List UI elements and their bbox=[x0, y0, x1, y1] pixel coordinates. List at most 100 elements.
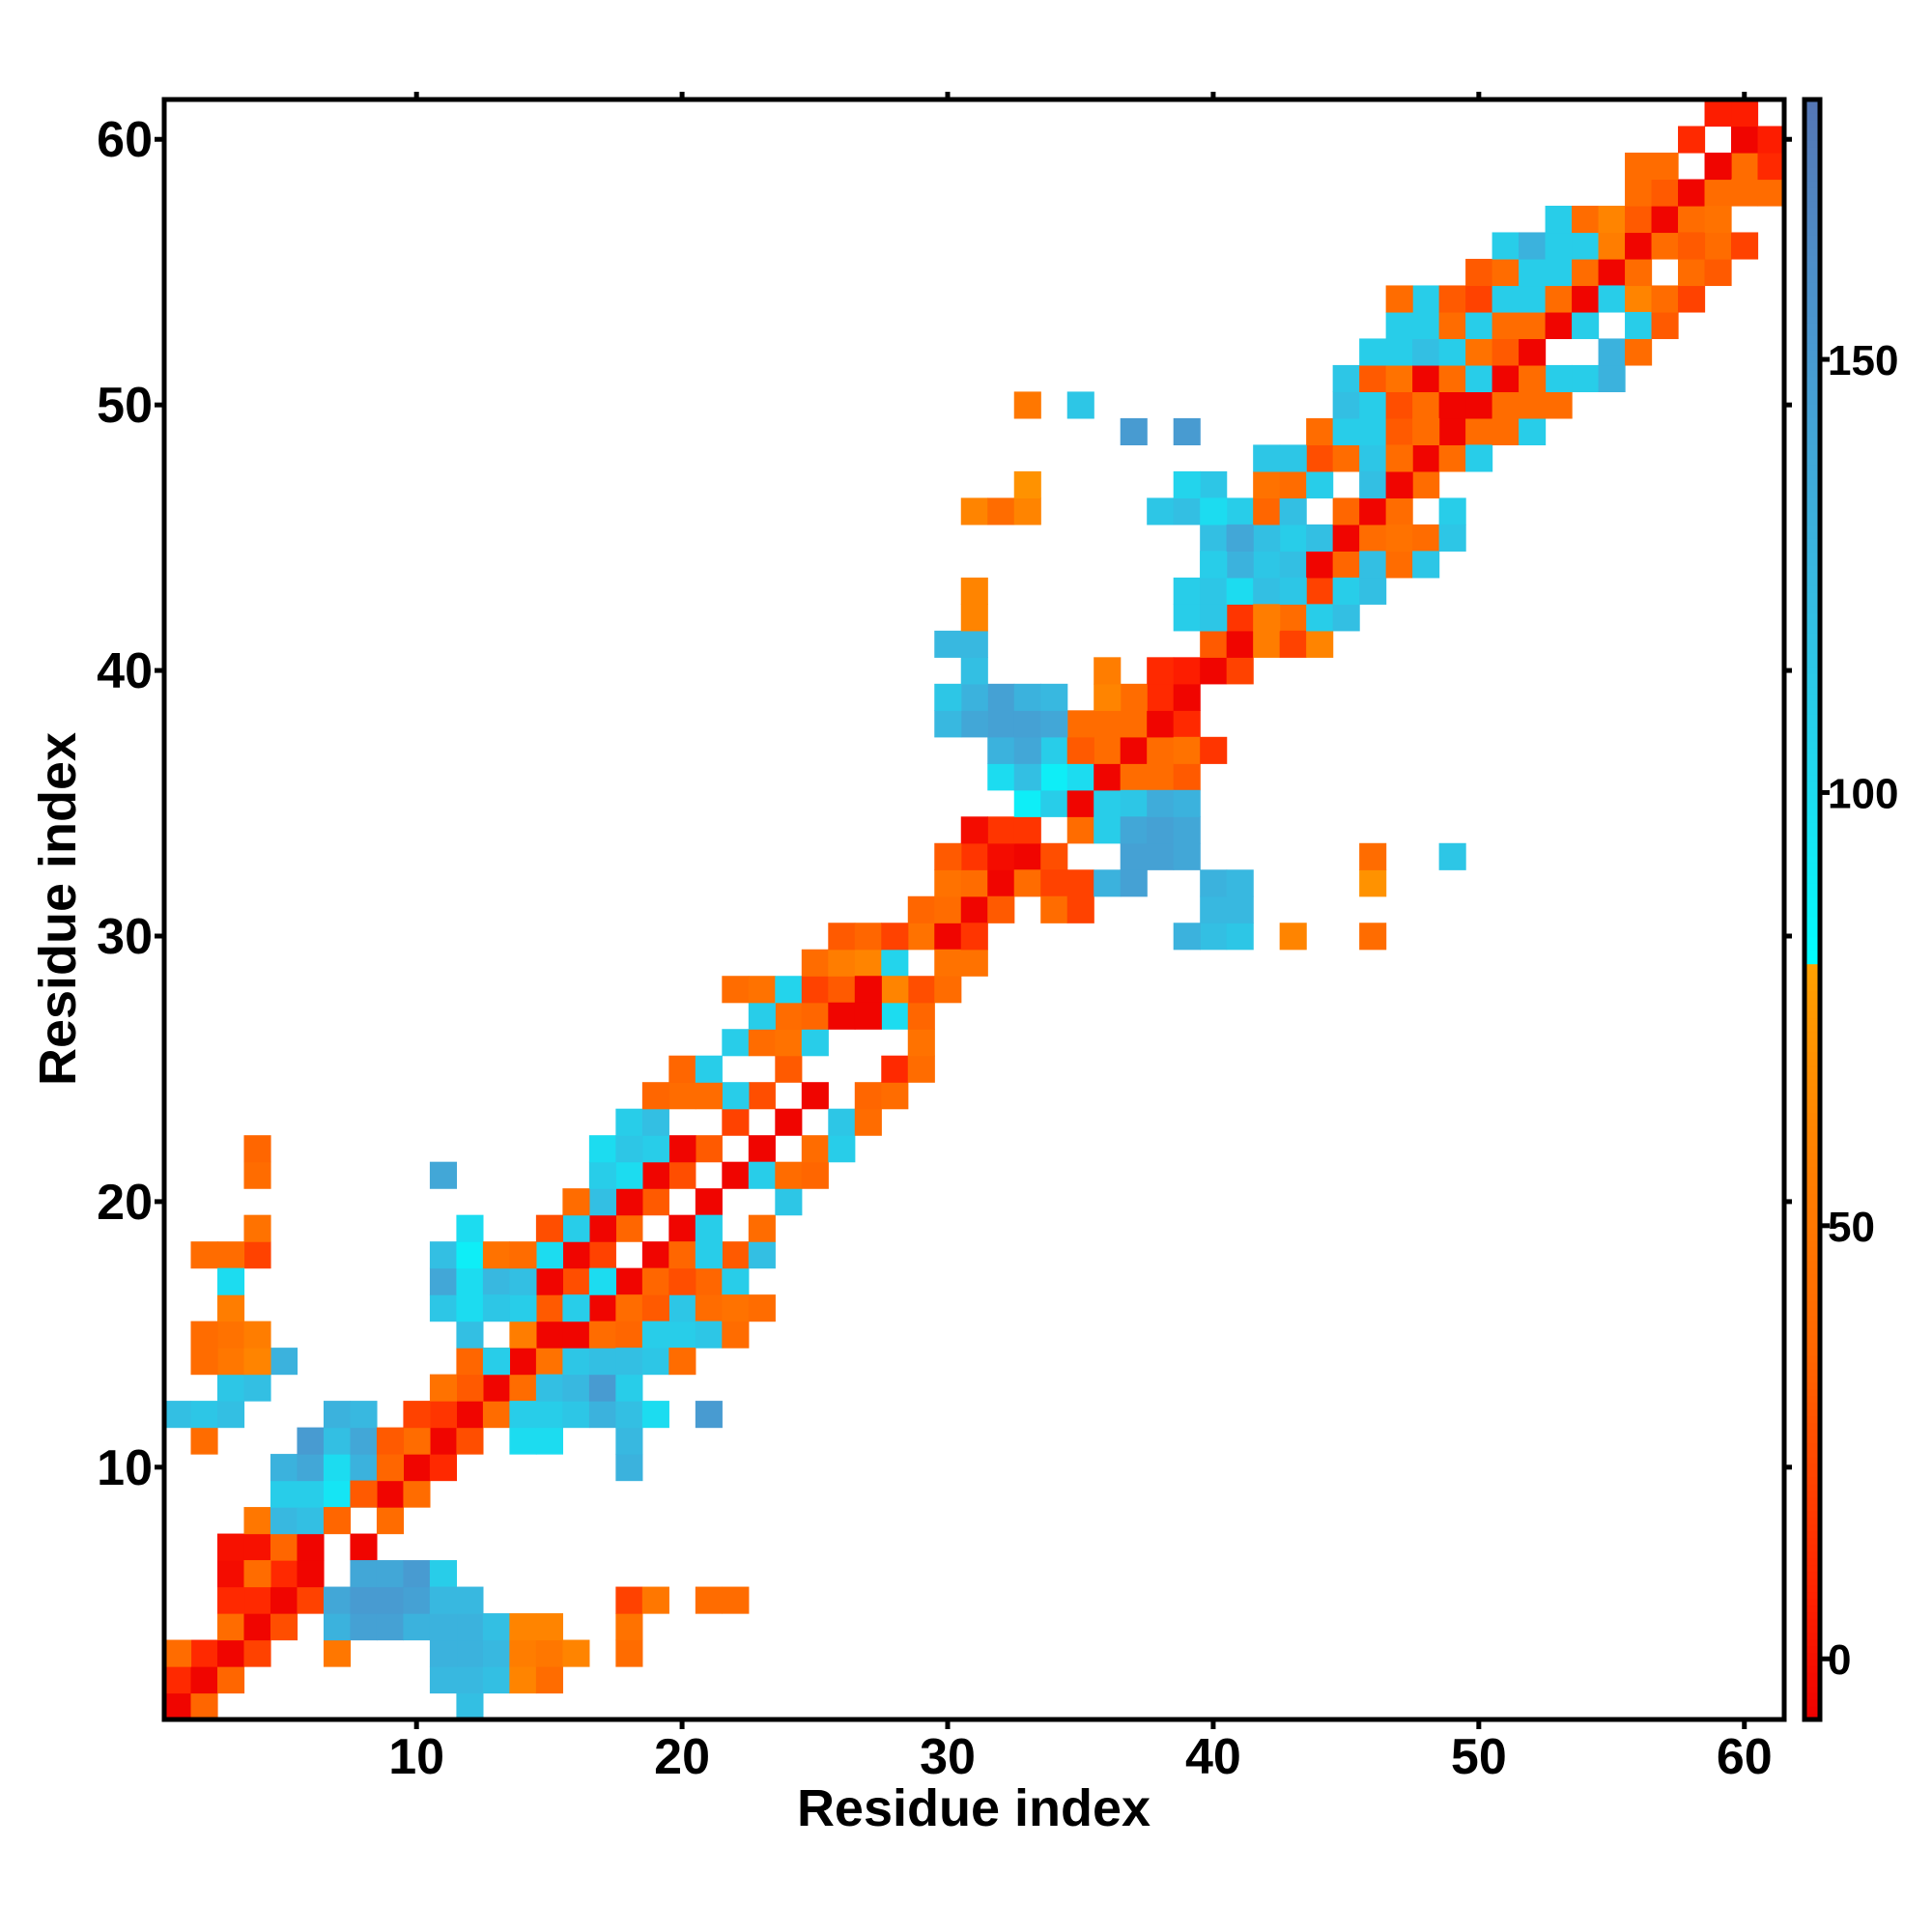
heatmap-cell bbox=[562, 1214, 590, 1242]
colorbar-segment bbox=[1806, 1659, 1818, 1666]
heatmap-cell bbox=[350, 1480, 378, 1508]
heatmap-cell bbox=[828, 949, 856, 977]
colorbar-segment bbox=[1806, 633, 1818, 640]
heatmap-cell bbox=[722, 1161, 750, 1189]
heatmap-cell bbox=[1253, 470, 1281, 498]
heatmap-cell bbox=[482, 1374, 510, 1402]
colorbar-segment bbox=[1806, 1605, 1818, 1612]
heatmap-cell bbox=[1332, 524, 1360, 552]
heatmap-cell bbox=[1519, 311, 1547, 340]
colorbar-segment bbox=[1806, 1233, 1818, 1241]
heatmap-cell bbox=[641, 1401, 669, 1429]
colorbar-segment bbox=[1806, 457, 1818, 466]
heatmap-cell bbox=[881, 923, 909, 951]
heatmap-cell bbox=[1040, 869, 1068, 897]
heatmap-cell bbox=[403, 1560, 431, 1588]
heatmap-cell bbox=[1359, 923, 1387, 951]
colorbar-segment bbox=[1806, 606, 1818, 613]
colorbar-segment bbox=[1806, 1017, 1818, 1026]
heatmap-cell bbox=[1545, 285, 1573, 313]
colorbar-segment bbox=[1806, 814, 1818, 823]
colorbar-segment bbox=[1806, 1381, 1818, 1390]
colorbar-segment bbox=[1806, 672, 1818, 681]
heatmap-cell bbox=[562, 1241, 590, 1269]
heatmap-cell bbox=[1412, 285, 1440, 313]
heatmap-cell bbox=[881, 976, 909, 1004]
heatmap-cell bbox=[1147, 763, 1175, 791]
heatmap-cell bbox=[588, 1135, 616, 1163]
heatmap-cell bbox=[350, 1454, 378, 1482]
heatmap-cell bbox=[1173, 816, 1201, 844]
heatmap-cell bbox=[270, 1480, 298, 1508]
heatmap-cell bbox=[456, 1294, 484, 1322]
colorbar-segment bbox=[1806, 1442, 1818, 1451]
colorbar-segment bbox=[1806, 808, 1818, 816]
heatmap-cell bbox=[960, 577, 988, 605]
heatmap-cell bbox=[1412, 391, 1440, 419]
heatmap-cell bbox=[1066, 763, 1094, 791]
heatmap-cell bbox=[1147, 710, 1175, 738]
heatmap-cell bbox=[1519, 232, 1547, 260]
colorbar-segment bbox=[1806, 1530, 1818, 1539]
colorbar-segment bbox=[1806, 848, 1818, 857]
heatmap-cell bbox=[1598, 338, 1626, 366]
heatmap-cell bbox=[1678, 179, 1706, 207]
heatmap-cell bbox=[456, 1267, 484, 1295]
heatmap-cell bbox=[1120, 869, 1148, 897]
colorbar-segment bbox=[1806, 1273, 1818, 1282]
heatmap-cell bbox=[1359, 391, 1387, 419]
colorbar-segment bbox=[1806, 497, 1818, 506]
colorbar-segment bbox=[1806, 740, 1818, 749]
heatmap-cell bbox=[482, 1666, 510, 1694]
heatmap-cell bbox=[1359, 470, 1387, 498]
colorbar-segment bbox=[1806, 464, 1818, 472]
heatmap-cell bbox=[1572, 311, 1600, 340]
heatmap-cell bbox=[323, 1613, 352, 1641]
colorbar-segment bbox=[1806, 281, 1818, 290]
colorbar-tick-label: 100 bbox=[1828, 770, 1898, 817]
heatmap-cell bbox=[535, 1348, 563, 1376]
colorbar-segment bbox=[1806, 105, 1818, 114]
heatmap-cell bbox=[1332, 364, 1360, 393]
heatmap-cell bbox=[854, 1082, 882, 1110]
heatmap-cell bbox=[1465, 444, 1493, 472]
heatmap-cell bbox=[1226, 524, 1254, 552]
heatmap-cell bbox=[987, 497, 1015, 526]
heatmap-cell bbox=[456, 1241, 484, 1269]
heatmap-cell bbox=[456, 1427, 484, 1455]
heatmap-cell bbox=[376, 1454, 405, 1482]
colorbar-segment bbox=[1806, 1004, 1818, 1012]
heatmap-cell bbox=[1651, 232, 1679, 260]
colorbar-segment bbox=[1806, 841, 1818, 850]
colorbar-segment bbox=[1806, 835, 1818, 843]
heatmap-cell bbox=[960, 842, 988, 870]
colorbar-segment bbox=[1806, 1125, 1818, 1133]
heatmap-cell bbox=[403, 1427, 431, 1455]
heatmap-cell bbox=[216, 1533, 245, 1561]
heatmap-cell bbox=[429, 1586, 458, 1614]
colorbar-segment bbox=[1806, 234, 1818, 242]
heatmap-cell bbox=[1572, 258, 1600, 287]
colorbar-segment bbox=[1806, 862, 1818, 870]
heatmap-cell bbox=[1040, 789, 1068, 817]
colorbar-segment bbox=[1806, 159, 1818, 168]
colorbar-segment bbox=[1806, 1408, 1818, 1417]
heatmap-cell bbox=[881, 949, 909, 977]
heatmap-cell bbox=[801, 1082, 829, 1110]
heatmap-cell bbox=[216, 1321, 245, 1349]
colorbar-segment bbox=[1806, 747, 1818, 755]
colorbar-segment bbox=[1806, 247, 1818, 256]
colorbar-tick-label: 0 bbox=[1828, 1636, 1851, 1684]
heatmap-cell bbox=[164, 1666, 192, 1694]
colorbar-segment bbox=[1806, 1435, 1818, 1444]
heatmap-cell bbox=[907, 895, 935, 923]
colorbar-segment bbox=[1806, 1266, 1818, 1275]
heatmap-cell bbox=[722, 1108, 750, 1136]
heatmap-cell bbox=[429, 1454, 458, 1482]
colorbar-segment bbox=[1806, 693, 1818, 701]
heatmap-cell bbox=[1519, 417, 1547, 445]
colorbar-segment bbox=[1806, 1260, 1818, 1268]
colorbar-segment bbox=[1806, 626, 1818, 634]
heatmap-cell bbox=[1519, 338, 1547, 366]
heatmap-cell bbox=[350, 1401, 378, 1429]
